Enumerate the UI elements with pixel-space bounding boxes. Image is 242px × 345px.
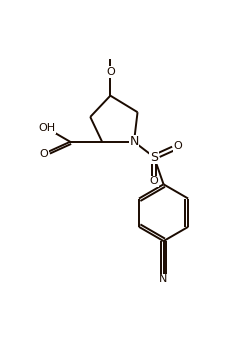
- Text: O: O: [150, 177, 159, 187]
- Text: O: O: [106, 67, 115, 77]
- Text: OH: OH: [38, 123, 55, 133]
- Text: O: O: [40, 149, 49, 159]
- Text: N: N: [159, 274, 168, 284]
- Text: S: S: [150, 151, 158, 164]
- Text: N: N: [129, 135, 139, 148]
- Text: O: O: [173, 141, 182, 151]
